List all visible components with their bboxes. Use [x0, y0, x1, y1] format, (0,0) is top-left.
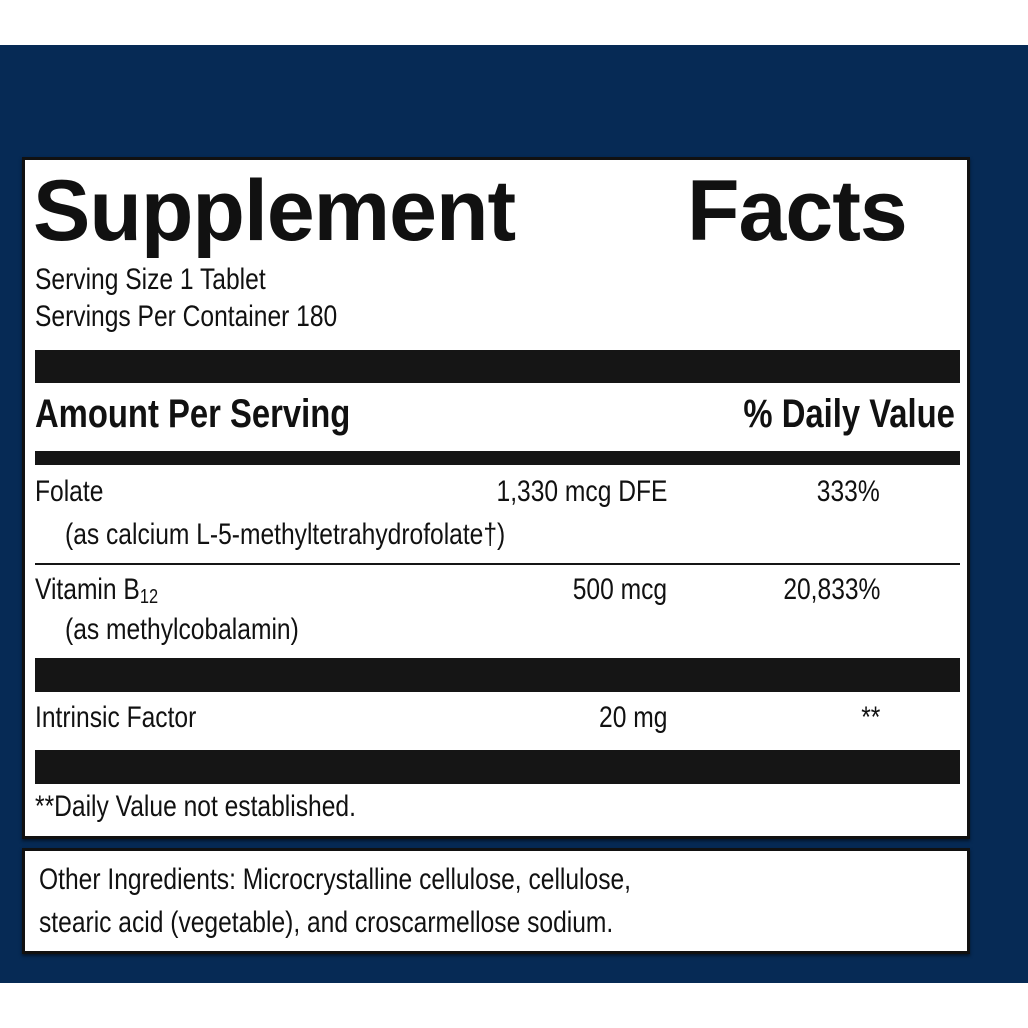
nutrient-amount-vitamin-b12: 500 mcg	[572, 573, 667, 606]
servings-per-container: Servings Per Container 180	[35, 300, 338, 333]
thick-divider	[35, 350, 960, 383]
nutrient-name-intrinsic-factor: Intrinsic Factor	[35, 701, 197, 734]
medium-divider	[35, 451, 960, 465]
nutrient-name-folate: Folate	[35, 475, 104, 508]
thin-divider	[35, 563, 960, 565]
nutrient-amount-intrinsic-factor: 20 mg	[598, 701, 667, 734]
nutrient-dv-folate: 333%	[817, 475, 880, 508]
header-amount-per-serving: Amount Per Serving	[35, 392, 351, 436]
nutrient-sub-vitamin-b12: (as methylcobalamin)	[65, 613, 299, 646]
nutrient-amount-folate: 1,330 mcg DFE	[496, 475, 667, 508]
title-supplement: Supplement	[33, 163, 516, 259]
other-ingredients-panel: Other Ingredients: Microcrystalline cell…	[22, 848, 970, 954]
serving-size: Serving Size 1 Tablet	[35, 263, 266, 296]
nutrient-name-vitamin-b12: Vitamin B12	[35, 573, 158, 609]
title-facts: Facts	[687, 163, 908, 259]
other-ingredients-line2: stearic acid (vegetable), and croscarmel…	[39, 906, 614, 939]
thick-divider	[35, 750, 960, 784]
other-ingredients-line1: Other Ingredients: Microcrystalline cell…	[39, 863, 632, 896]
nutrient-sub-folate: (as calcium L-5-methyltetrahydrofolate†)	[65, 518, 506, 551]
nutrient-dv-intrinsic-factor: **	[860, 701, 880, 734]
thick-divider	[35, 658, 960, 692]
nutrient-dv-vitamin-b12: 20,833%	[782, 573, 880, 606]
footnote: **Daily Value not established.	[35, 790, 356, 823]
nutrient-name-text: Vitamin B	[35, 573, 140, 606]
supplement-facts-panel: Supplement Facts Serving Size 1 Tablet S…	[22, 157, 970, 839]
subscript: 12	[139, 586, 159, 608]
header-daily-value: % Daily Value	[743, 392, 955, 436]
